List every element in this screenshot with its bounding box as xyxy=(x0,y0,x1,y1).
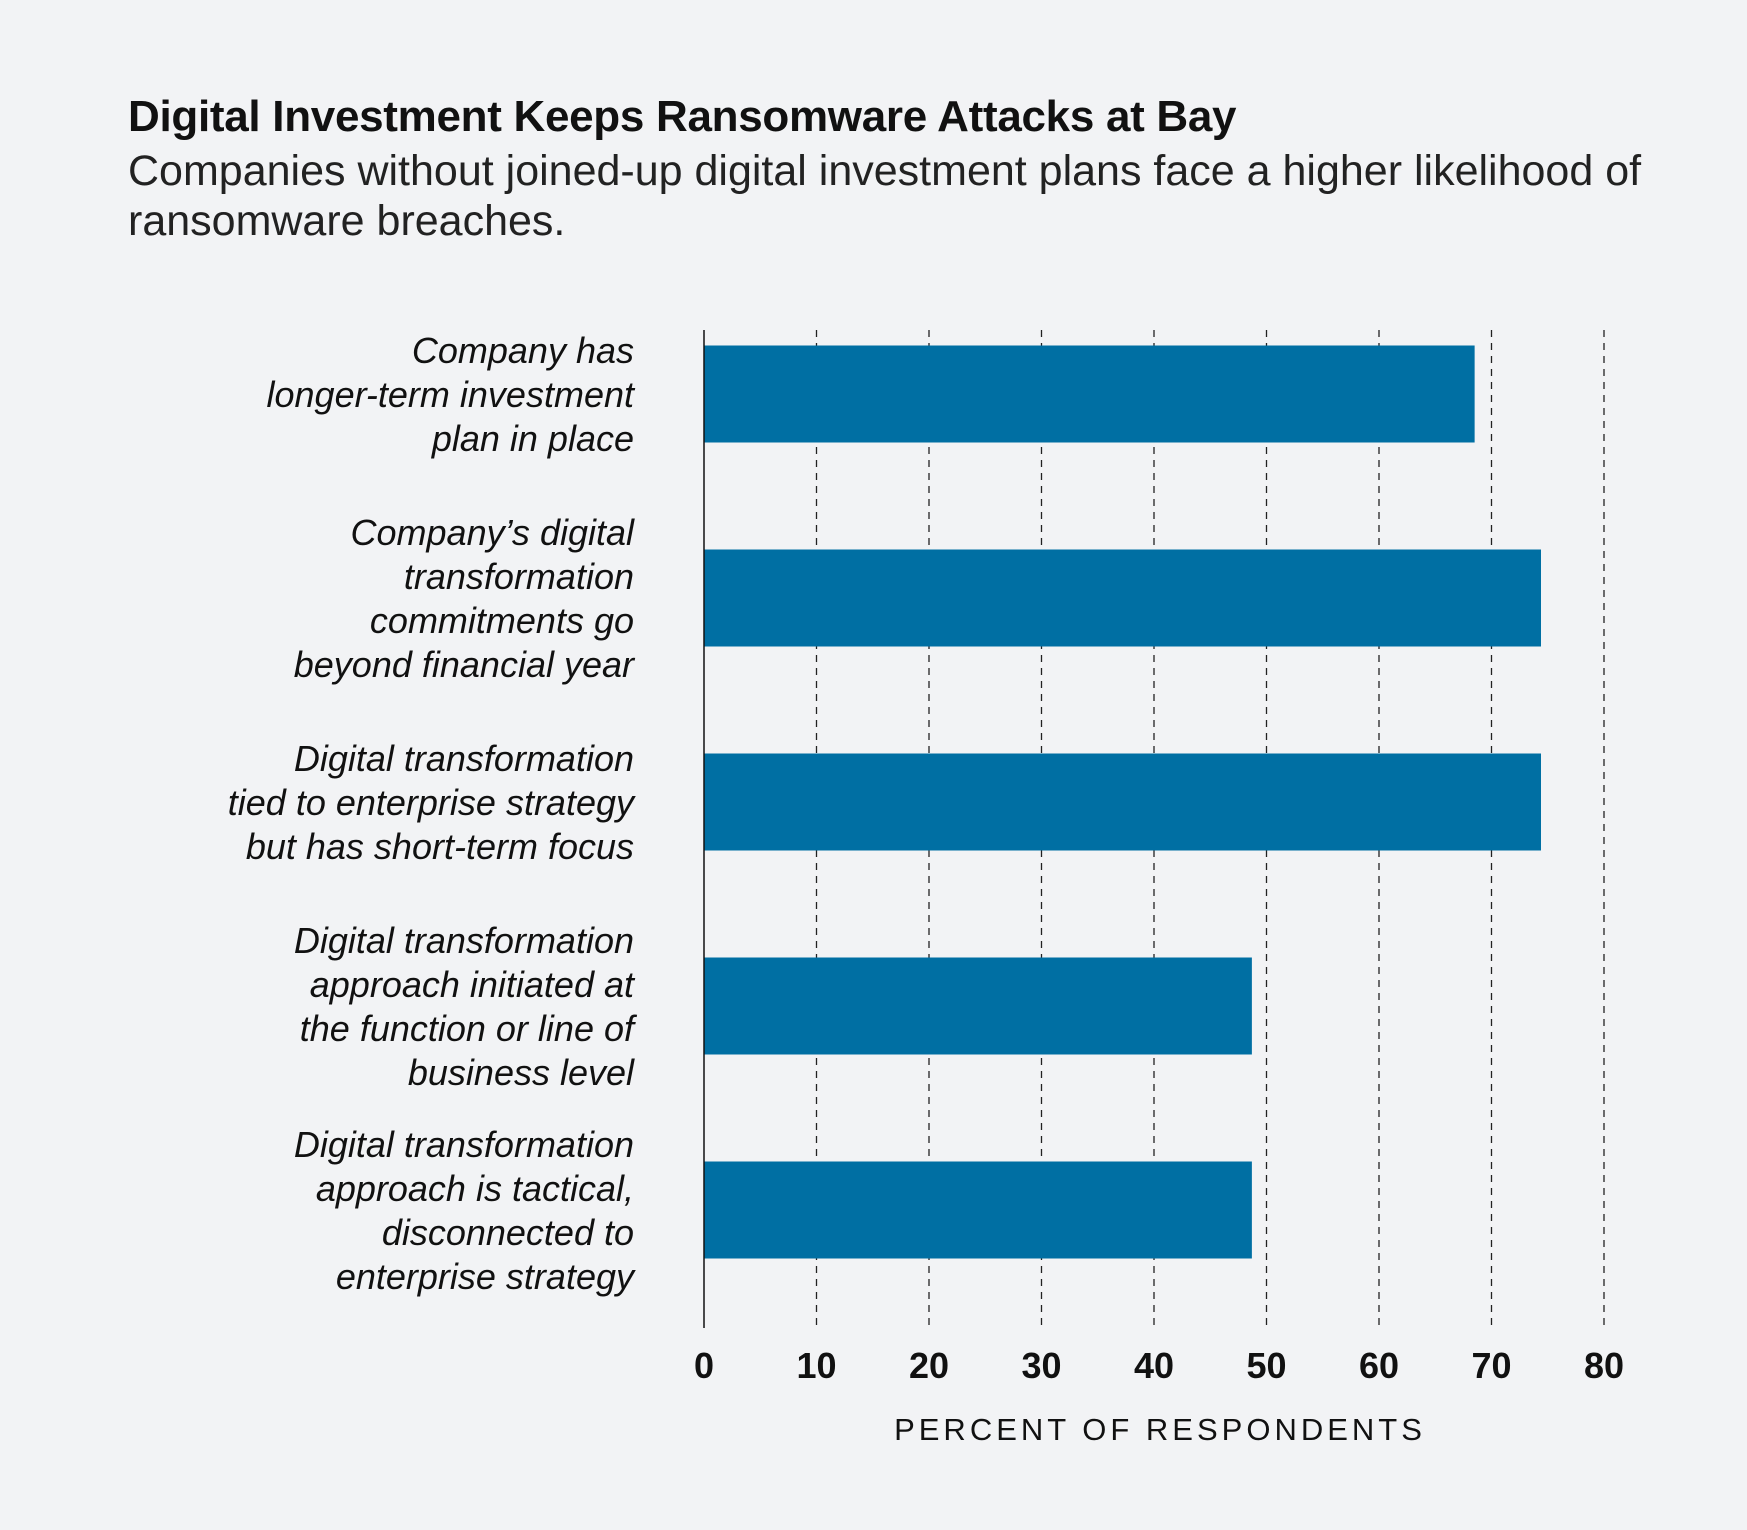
bars xyxy=(704,345,1541,1259)
x-tick-70: 70 xyxy=(1471,1345,1511,1386)
category-label-line: tied to enterprise strategy xyxy=(228,782,636,823)
x-tick-20: 20 xyxy=(909,1345,949,1386)
bar-4 xyxy=(704,957,1252,1055)
category-label-3: Digital transformation tied to enterprise… xyxy=(228,738,636,867)
category-label-line: transformation xyxy=(404,556,634,597)
bar-2 xyxy=(704,549,1541,647)
category-label-line: enterprise strategy xyxy=(336,1256,636,1297)
x-tick-60: 60 xyxy=(1359,1345,1399,1386)
category-label-line: beyond financial year xyxy=(294,644,636,685)
x-tick-80: 80 xyxy=(1584,1345,1624,1386)
x-tick-40: 40 xyxy=(1134,1345,1174,1386)
category-label-4: Digital transformation approach initiated… xyxy=(294,920,638,1093)
category-labels: Company has longer-term investment plan in… xyxy=(228,330,638,1297)
category-label-line: plan in place xyxy=(431,418,634,459)
bar-1 xyxy=(704,345,1475,443)
chart-title: Digital Investment Keeps Ransomware Atta… xyxy=(128,92,1237,141)
category-label-line: commitments go xyxy=(370,600,634,641)
x-tick-10: 10 xyxy=(796,1345,836,1386)
category-label-line: Digital transformation xyxy=(294,920,634,961)
category-label-line: Company has xyxy=(412,330,634,371)
category-label-line: longer-term investment xyxy=(267,374,636,415)
category-label-line: Digital transformation xyxy=(294,1124,634,1165)
chart-subtitle: Companies without joined-up digital inve… xyxy=(128,147,1642,245)
x-tick-labels: 0 10 20 30 40 50 60 70 80 xyxy=(694,1345,1624,1386)
x-tick-50: 50 xyxy=(1246,1345,1286,1386)
category-label-line: the function or line of xyxy=(300,1008,638,1049)
bar-3 xyxy=(704,753,1541,851)
category-label-5: Digital transformation approach is tactic… xyxy=(294,1124,636,1297)
category-label-line: but has short-term focus xyxy=(246,826,634,867)
category-label-line: Digital transformation xyxy=(294,738,634,779)
category-label-line: approach is tactical, xyxy=(316,1168,634,1209)
category-label-2: Company’s digital transformation commitmen… xyxy=(294,512,636,685)
category-label-line: Company’s digital xyxy=(351,512,635,553)
category-label-1: Company has longer-term investment plan in… xyxy=(267,330,636,459)
category-label-line: disconnected to xyxy=(382,1212,634,1253)
category-label-line: approach initiated at xyxy=(310,964,636,1005)
x-tick-0: 0 xyxy=(694,1345,714,1386)
bar-5 xyxy=(704,1161,1252,1259)
x-tick-30: 30 xyxy=(1021,1345,1061,1386)
category-label-line: business level xyxy=(408,1052,635,1093)
x-axis-title: PERCENT OF RESPONDENTS xyxy=(894,1412,1426,1447)
